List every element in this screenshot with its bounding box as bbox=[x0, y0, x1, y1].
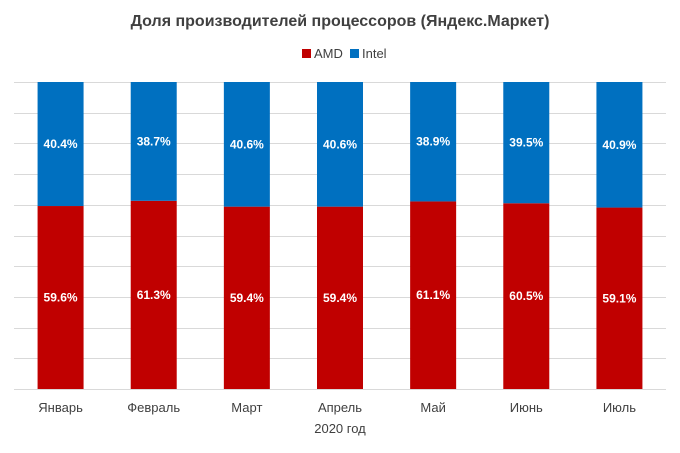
bar-intel-6 bbox=[503, 82, 550, 204]
data-label-intel-2: 38.7% bbox=[137, 134, 171, 148]
bar-intel-4 bbox=[317, 82, 363, 207]
legend-swatch-amd bbox=[302, 49, 311, 58]
legend-label-amd: AMD bbox=[314, 46, 343, 61]
x-tick-label: Январь bbox=[38, 400, 83, 415]
data-label-intel-6: 39.5% bbox=[509, 136, 543, 150]
data-label-amd-2: 61.3% bbox=[137, 288, 171, 302]
bar-amd-1 bbox=[37, 206, 84, 389]
bar-amd-3 bbox=[223, 206, 270, 389]
bar-amd-2 bbox=[130, 200, 177, 389]
bar-intel-1 bbox=[37, 82, 84, 207]
chart-title: Доля производителей процессоров (Яндекс.… bbox=[131, 13, 550, 30]
bar-intel-2 bbox=[130, 82, 177, 201]
legend: AMD Intel bbox=[302, 46, 387, 61]
x-tick-label: Февраль bbox=[127, 400, 180, 415]
x-tick-label: Май bbox=[420, 400, 445, 415]
data-label-amd-4: 59.4% bbox=[323, 291, 357, 305]
data-label-intel-1: 40.4% bbox=[44, 137, 78, 151]
x-tick-label: Июль bbox=[603, 400, 636, 415]
x-tick-label: Март bbox=[231, 400, 262, 415]
data-label-intel-5: 38.9% bbox=[416, 135, 450, 149]
x-axis-title: 2020 год bbox=[314, 421, 366, 436]
x-tick-label: Апрель bbox=[318, 400, 362, 415]
legend-swatch-intel bbox=[350, 49, 359, 58]
bars: 59.6% 40.4% 61.3% 38.7% 59.4% 40.6% 59.4% 40.6%… bbox=[37, 82, 643, 389]
data-label-amd-1: 59.6% bbox=[44, 291, 78, 305]
data-label-intel-7: 40.9% bbox=[602, 138, 636, 152]
legend-label-intel: Intel bbox=[362, 46, 387, 61]
data-label-amd-3: 59.4% bbox=[230, 291, 264, 305]
bar-intel-5 bbox=[410, 82, 457, 202]
bar-amd-7 bbox=[596, 207, 643, 389]
bar-intel-7 bbox=[596, 82, 643, 208]
data-label-intel-4: 40.6% bbox=[323, 137, 357, 151]
data-label-amd-7: 59.1% bbox=[602, 291, 636, 305]
data-label-intel-3: 40.6% bbox=[230, 137, 264, 151]
bar-amd-6 bbox=[503, 203, 550, 389]
data-label-amd-6: 60.5% bbox=[509, 289, 543, 303]
x-tick-label: Июнь bbox=[510, 400, 543, 415]
x-axis-ticks: Январь Февраль Март Апрель Май Июнь Июль bbox=[38, 400, 636, 415]
bar-intel-3 bbox=[223, 82, 270, 207]
data-label-amd-5: 61.1% bbox=[416, 288, 450, 302]
bar-amd-4 bbox=[317, 206, 363, 389]
bar-amd-5 bbox=[410, 201, 457, 389]
